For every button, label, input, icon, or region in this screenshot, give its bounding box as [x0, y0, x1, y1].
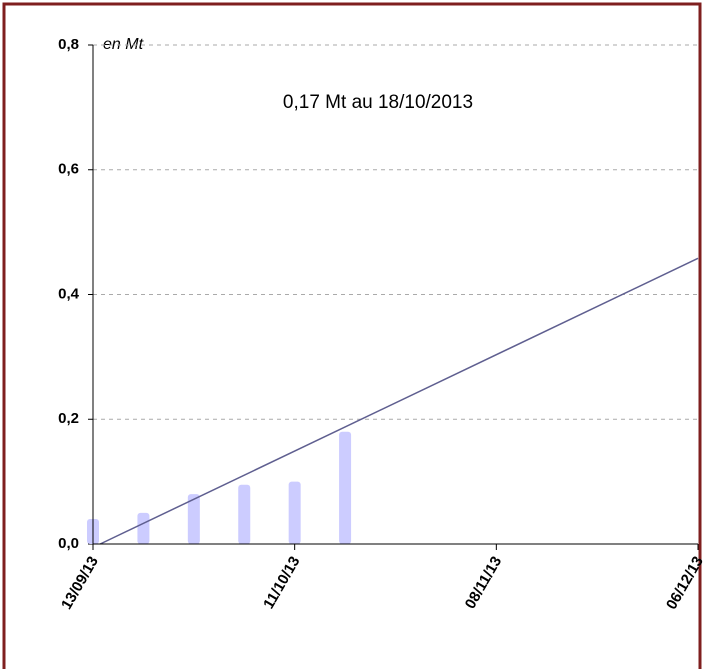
bar	[238, 484, 251, 544]
bar	[288, 481, 301, 544]
y-tick-label: 0,8	[58, 36, 79, 53]
y-tick-label: 0,4	[58, 285, 80, 302]
y-tick-label: 0,0	[58, 535, 79, 552]
y-tick-label: 0,2	[58, 410, 79, 427]
annotation: 0,17 Mt au 18/10/2013	[283, 92, 473, 113]
y-tick-label: 0,6	[58, 161, 79, 178]
bar	[187, 494, 200, 544]
bar	[137, 512, 150, 544]
trend-line	[99, 257, 699, 545]
bar	[339, 431, 352, 544]
unit-label: en Mt	[103, 36, 144, 53]
